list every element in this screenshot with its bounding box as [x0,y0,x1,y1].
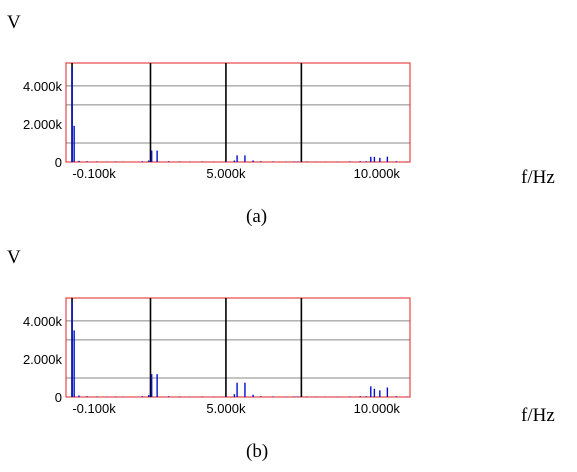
y-tick-label-a-0: 0 [55,155,62,170]
y-tick-label-b-2: 4.000k [23,314,63,329]
x-tick-label-a-0: -0.100k [72,166,116,181]
x-tick-label-a-2: 10.000k [354,166,401,181]
caption-b: (b) [246,441,269,462]
x-axis-unit-label-b: f/Hz [521,405,555,426]
plot-frame-a [65,62,411,163]
y-tick-label-b-1: 2.000k [23,352,63,367]
y-tick-label-a-1: 2.000k [23,117,63,132]
y-axis-unit-label-b: V [7,247,21,268]
caption-a: (a) [246,206,268,227]
y-tick-label-a-2: 4.000k [23,79,63,94]
x-tick-label-b-0: -0.100k [72,401,116,416]
plot-frame-b [65,297,411,398]
x-tick-label-b-2: 10.000k [354,401,401,416]
y-axis-unit-label-a: V [7,12,21,33]
x-tick-label-a-1: 5.000k [206,166,246,181]
x-axis-unit-label-a: f/Hz [521,167,555,188]
y-tick-label-b-0: 0 [55,390,62,405]
x-tick-label-b-1: 5.000k [206,401,246,416]
